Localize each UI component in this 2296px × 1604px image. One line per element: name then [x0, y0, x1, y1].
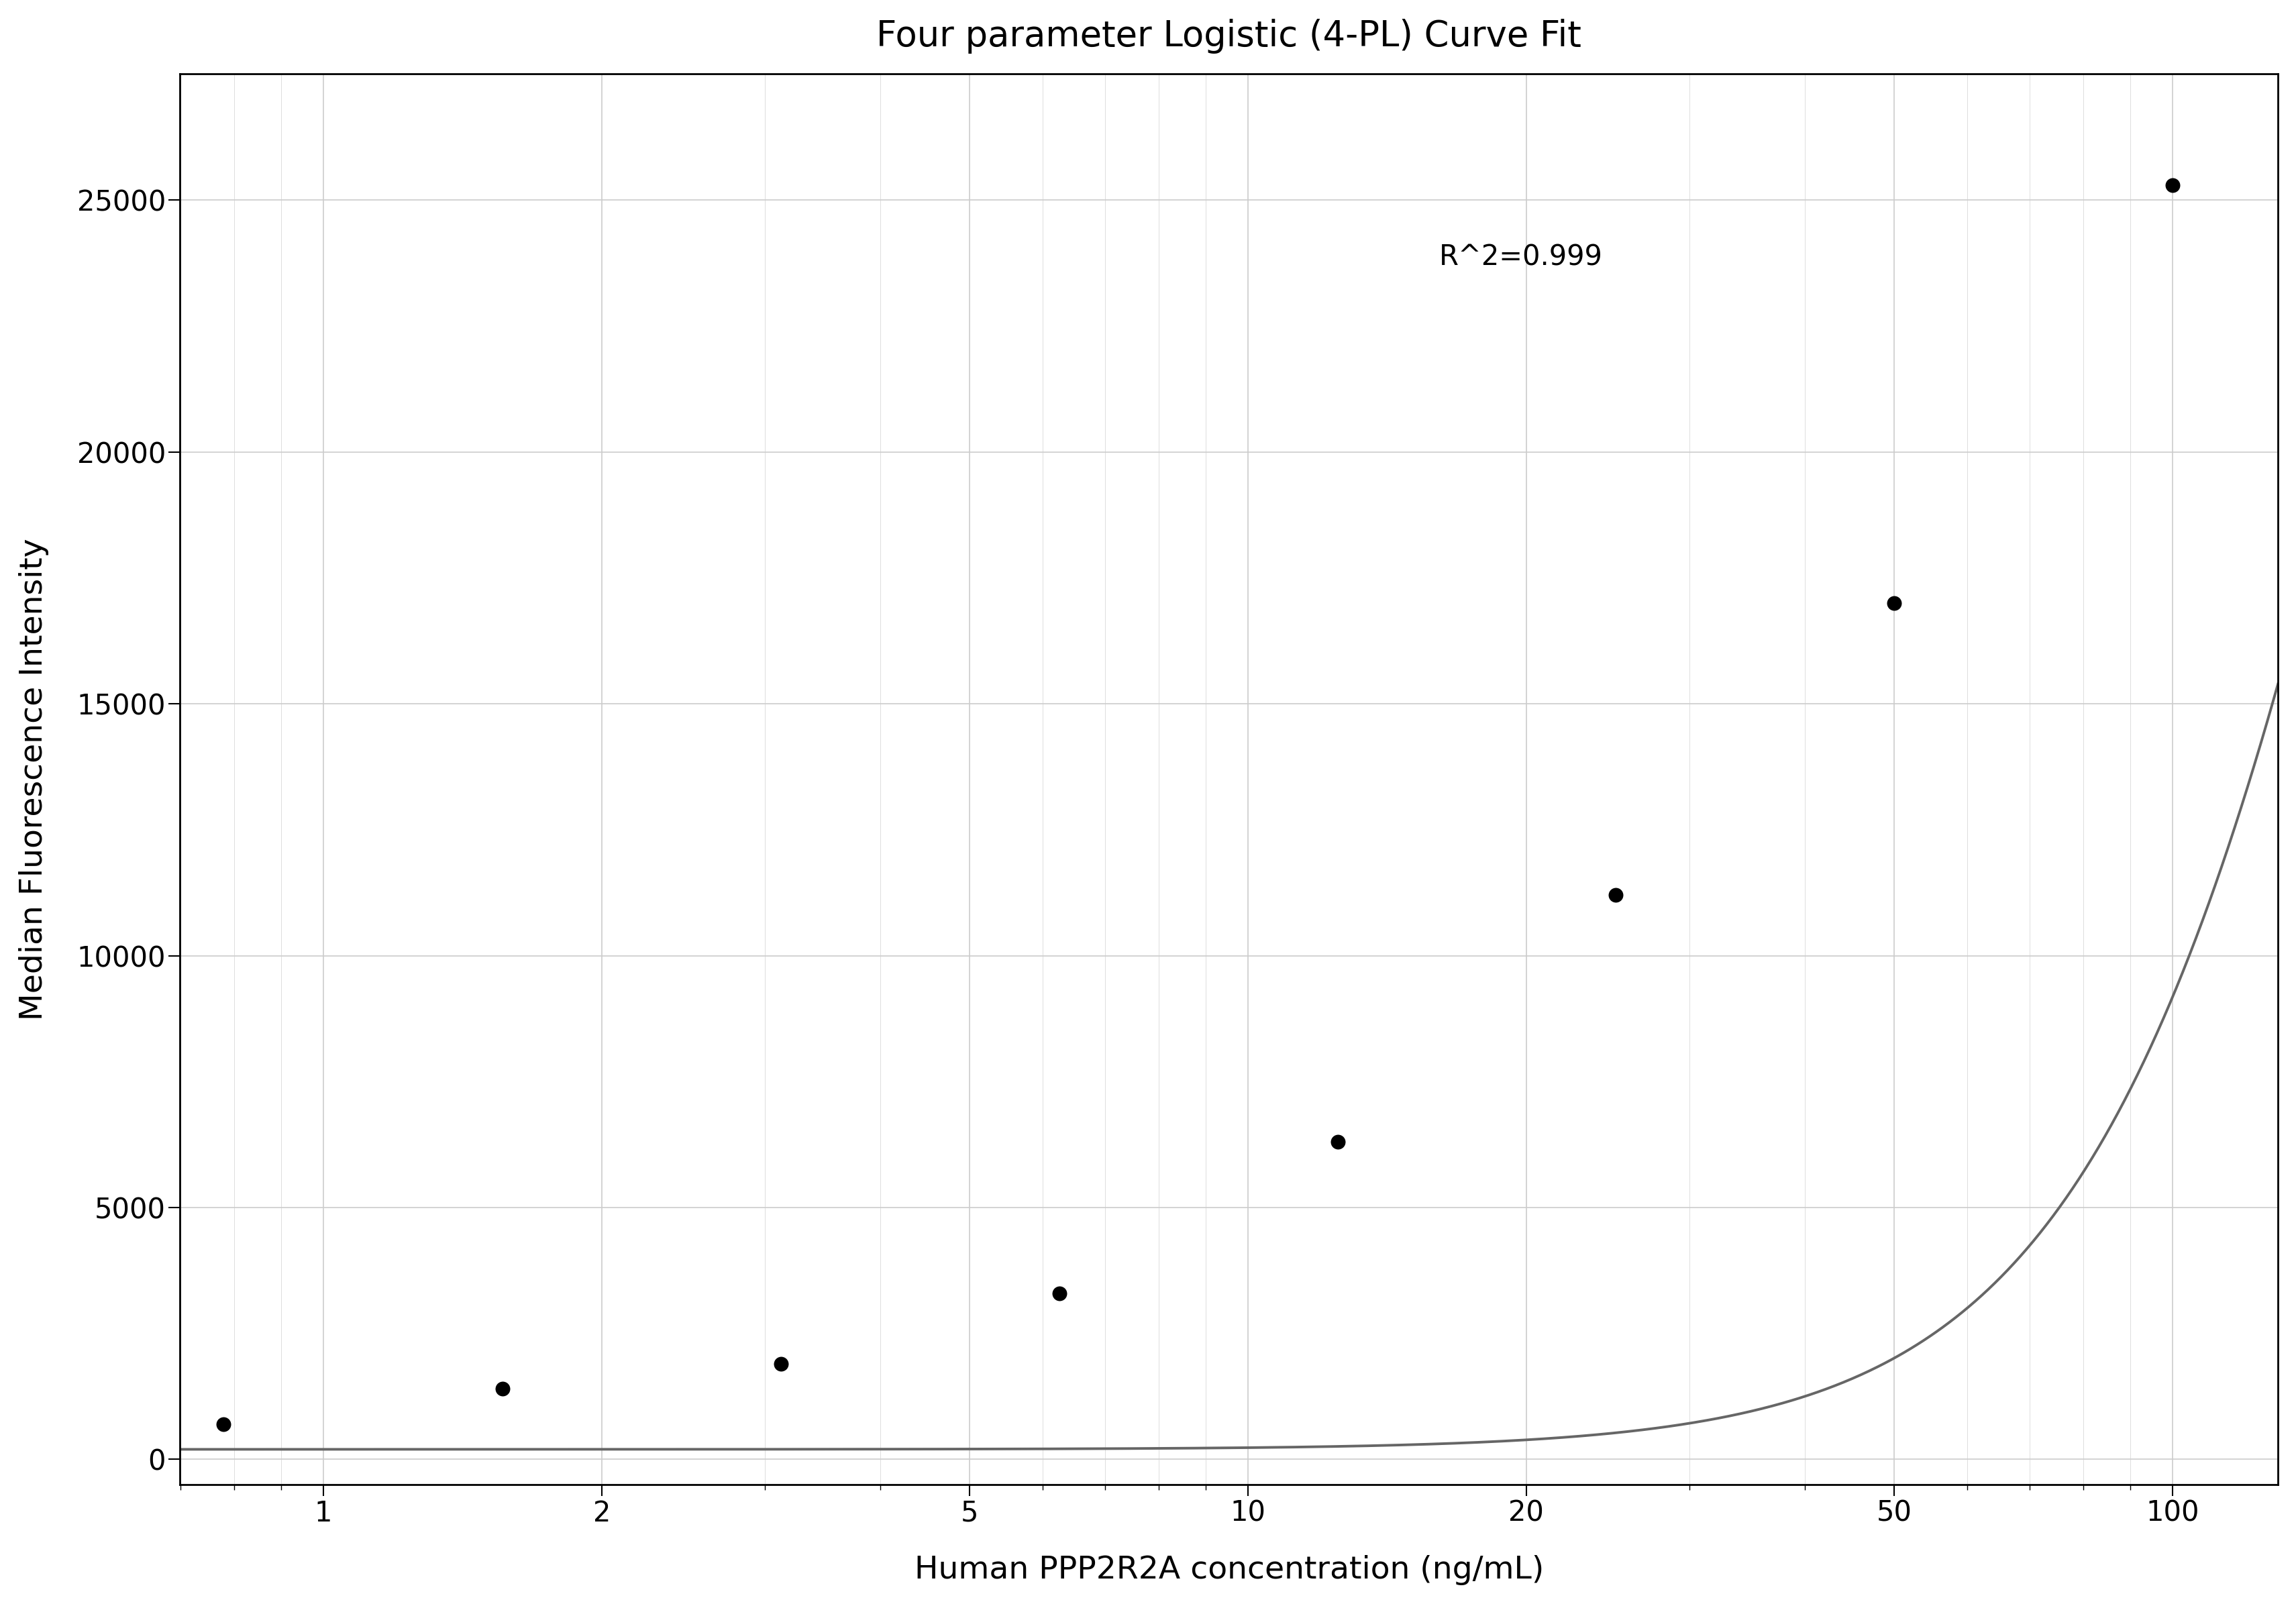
X-axis label: Human PPP2R2A concentration (ng/mL): Human PPP2R2A concentration (ng/mL): [914, 1556, 1543, 1585]
Point: [1318, 1129, 1355, 1155]
Point: [2154, 172, 2190, 197]
Title: Four parameter Logistic (4-PL) Curve Fit: Four parameter Logistic (4-PL) Curve Fit: [877, 19, 1582, 53]
Point: [1598, 882, 1635, 908]
Y-axis label: Median Fluorescence Intensity: Median Fluorescence Intensity: [18, 539, 48, 1020]
Point: [1876, 590, 1913, 616]
Point: [204, 1412, 241, 1437]
Text: R^2=0.999: R^2=0.999: [1440, 244, 1603, 271]
Point: [762, 1351, 799, 1376]
Point: [484, 1376, 521, 1402]
Point: [1040, 1280, 1077, 1306]
